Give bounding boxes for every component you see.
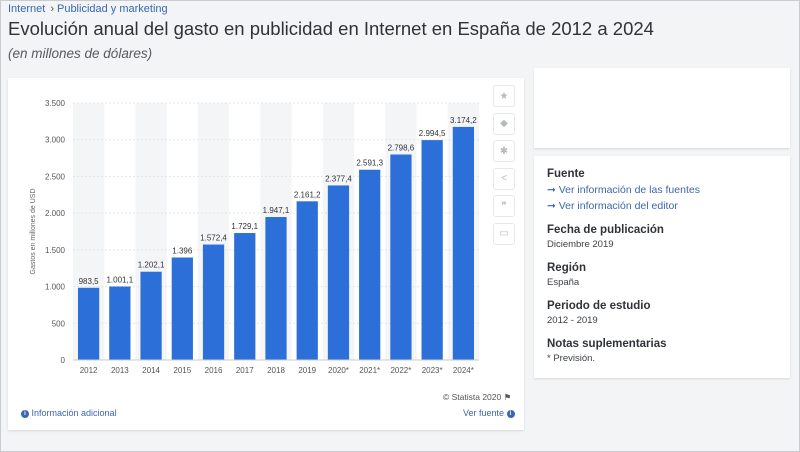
fuente-heading: Fuente (547, 168, 585, 180)
periodo-heading: Periodo de estudio (547, 300, 651, 312)
x-tick-label: 2015 (173, 366, 191, 375)
x-tick-label: 2018 (267, 366, 285, 375)
bar (171, 257, 193, 360)
info-icon: i (21, 409, 29, 418)
data-label: 2.591,3 (356, 159, 383, 168)
x-tick-label: 2024* (453, 366, 474, 375)
breadcrumb-item-internet[interactable]: Internet (8, 3, 46, 15)
page-subtitle: (en millones de dólares) (8, 46, 153, 61)
data-label: 2.994,5 (419, 129, 446, 138)
bar (202, 244, 225, 360)
bell-icon[interactable]: ◆ (493, 112, 515, 135)
y-tick-label: 0 (61, 356, 66, 365)
x-tick-label: 2014 (142, 366, 160, 375)
bar (265, 217, 287, 360)
page-title: Evolución anual del gasto en publicidad … (8, 18, 654, 39)
side-panel-info: Fuente ➞ Ver información de las fuentes … (534, 156, 790, 378)
x-tick-label: 2021* (359, 366, 380, 375)
data-label: 1.572,4 (200, 234, 227, 243)
x-tick-label: 2012 (80, 366, 98, 375)
breadcrumb-separator: › (50, 3, 54, 15)
bar (77, 287, 100, 360)
bar (140, 271, 162, 360)
chart-toolbar: ★ ◆ ✱ < ❞ ▭ (493, 85, 515, 250)
bar (234, 233, 256, 360)
data-label: 2.377,4 (325, 174, 352, 183)
info-icon: i (506, 409, 515, 418)
data-label: 1.396 (172, 246, 193, 255)
bar (452, 126, 475, 360)
notas-heading: Notas suplementarias (547, 338, 667, 350)
data-label: 1.729,1 (231, 222, 258, 231)
x-tick-label: 2020* (328, 366, 349, 375)
breadcrumb-item-publicidad[interactable]: Publicidad y marketing (56, 3, 168, 15)
share-icon[interactable]: < (493, 167, 515, 190)
y-tick-label: 3.000 (45, 136, 66, 145)
periodo-value: 2012 - 2019 (547, 315, 598, 326)
y-tick-label: 1.000 (45, 283, 66, 292)
region-value: España (547, 277, 580, 288)
info-link[interactable]: i Información adicional (21, 408, 117, 418)
statista-credit: © Statista 2020 ⚑ (443, 392, 512, 402)
x-tick-label: 2013 (111, 366, 129, 375)
chart-card: 0 500 1.000 1.500 2.000 2.500 3.000 3.500 Gastos… (8, 78, 524, 430)
x-tick-label: 2023* (422, 366, 443, 375)
data-label: 2.161,2 (294, 190, 321, 199)
x-tick-label: 2016 (205, 366, 223, 375)
x-tick-label: 2019 (298, 366, 316, 375)
data-label: 1.001,1 (106, 275, 133, 284)
editor-link[interactable]: ➞ Ver información del editor (547, 200, 678, 212)
y-tick-label: 1.500 (45, 246, 66, 255)
gear-icon[interactable]: ✱ (493, 140, 515, 162)
quote-icon[interactable]: ❞ (493, 195, 515, 217)
fecha-value: Diciembre 2019 (547, 239, 614, 250)
y-tick-label: 3.500 (45, 99, 66, 108)
flag-icon: ⚑ (503, 392, 512, 402)
bar-chart: 0 500 1.000 1.500 2.000 2.500 3.000 3.500 Gastos… (30, 99, 479, 375)
bar (327, 185, 350, 360)
bar (296, 201, 318, 360)
region-heading: Región (547, 262, 586, 274)
y-tick-label: 2.500 (45, 172, 66, 181)
star-icon[interactable]: ★ (493, 85, 515, 107)
data-label: 3.174,2 (450, 116, 477, 125)
sources-link[interactable]: ➞ Ver información de las fuentes (547, 184, 700, 196)
data-label: 1.202,1 (138, 261, 165, 270)
notas-value: * Previsión. (547, 353, 596, 364)
x-tick-label: 2017 (236, 366, 254, 375)
fecha-heading: Fecha de publicación (547, 224, 664, 236)
bar (421, 140, 443, 360)
bar (109, 286, 131, 360)
y-tick-label: 2.000 (45, 209, 66, 218)
data-label: 2.798,6 (388, 144, 415, 153)
y-axis-label: Gastos en millones de USD (30, 189, 37, 275)
data-label: 1.947,1 (263, 206, 290, 215)
breadcrumb: Internet › Publicidad y marketing (8, 3, 170, 15)
bar (390, 154, 412, 360)
x-tick-label: 2022* (390, 366, 411, 375)
side-panel-top (534, 68, 790, 148)
bar (359, 169, 381, 360)
source-link[interactable]: Ver fuente i (463, 408, 515, 418)
y-tick-label: 500 (52, 319, 66, 328)
data-label: 983,5 (79, 277, 100, 286)
print-icon[interactable]: ▭ (493, 222, 515, 245)
